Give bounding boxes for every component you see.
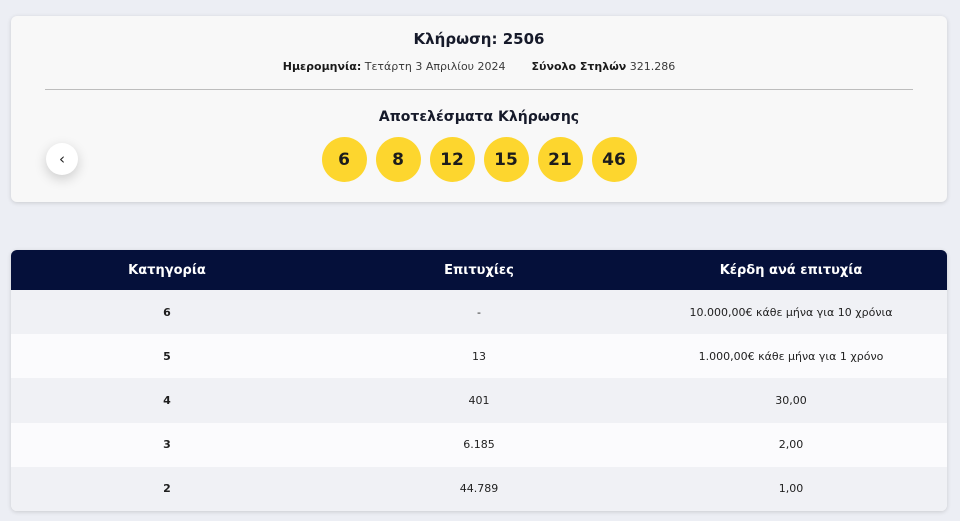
row-category: 3 [163,438,171,452]
row-winners: - [477,305,481,319]
table-row: 3 6.185 2,00 [11,422,947,467]
header-winners: Επιτυχίες [444,262,514,278]
draw-date: Ημερομηνία: Τετάρτη 3 Απριλίου 2024 [283,60,506,73]
draw-card: Κλήρωση: 2506 Ημερομηνία: Τετάρτη 3 Απρι… [11,16,947,202]
row-category: 2 [163,482,171,496]
draw-date-label: Ημερομηνία: [282,60,362,73]
row-prize: 1.000,00€ κάθε μήνα για 1 χρόνο [698,349,884,363]
prize-table-card: Κατηγορία Επιτυχίες Κέρδη ανά επιτυχία 6… [11,250,947,511]
row-prize: 30,00 [775,393,807,407]
number-ball: 46 [591,137,637,182]
draw-meta: Ημερομηνία: Τετάρτη 3 Απριλίου 2024 Σύνο… [11,60,947,73]
draw-columns-value: 321.286 [629,60,676,73]
table-row: 5 13 1.000,00€ κάθε μήνα για 1 χρόνο [11,334,947,379]
row-winners: 6.185 [463,438,495,452]
row-prize: 1,00 [778,482,804,496]
row-category: 5 [163,349,171,363]
row-winners: 401 [468,393,490,407]
table-row: 4 401 30,00 [11,378,947,423]
row-prize: 2,00 [778,438,804,452]
table-row: 6 - 10.000,00€ κάθε μήνα για 10 χρόνια [11,290,947,335]
previous-draw-button[interactable]: ‹ [46,143,78,175]
row-category: 4 [163,393,171,407]
draw-columns-label: Σύνολο Στηλών [531,60,627,73]
row-prize: 10.000,00€ κάθε μήνα για 10 χρόνια [689,305,893,319]
results-title: Αποτελέσματα Κλήρωσης [378,109,580,125]
header-category: Κατηγορία [128,262,206,278]
prize-table: Κατηγορία Επιτυχίες Κέρδη ανά επιτυχία 6… [11,250,947,511]
winning-numbers: 6 8 12 15 21 46 [11,137,947,182]
draw-title: Κλήρωση: 2506 [413,30,545,48]
number-ball: 8 [375,137,421,182]
row-category: 6 [163,305,171,319]
divider [45,89,913,90]
chevron-left-icon: ‹ [59,150,65,168]
row-winners: 44.789 [459,482,499,496]
number-ball: 6 [321,137,367,182]
draw-date-value: Τετάρτη 3 Απριλίου 2024 [364,60,506,73]
header-prize: Κέρδη ανά επιτυχία [719,262,863,278]
draw-columns: Σύνολο Στηλών 321.286 [532,60,676,73]
number-ball: 21 [537,137,583,182]
table-header-row: Κατηγορία Επιτυχίες Κέρδη ανά επιτυχία [11,250,947,290]
row-winners: 13 [472,349,486,363]
number-ball: 15 [483,137,529,182]
number-ball: 12 [429,137,475,182]
table-row: 2 44.789 1,00 [11,466,947,511]
